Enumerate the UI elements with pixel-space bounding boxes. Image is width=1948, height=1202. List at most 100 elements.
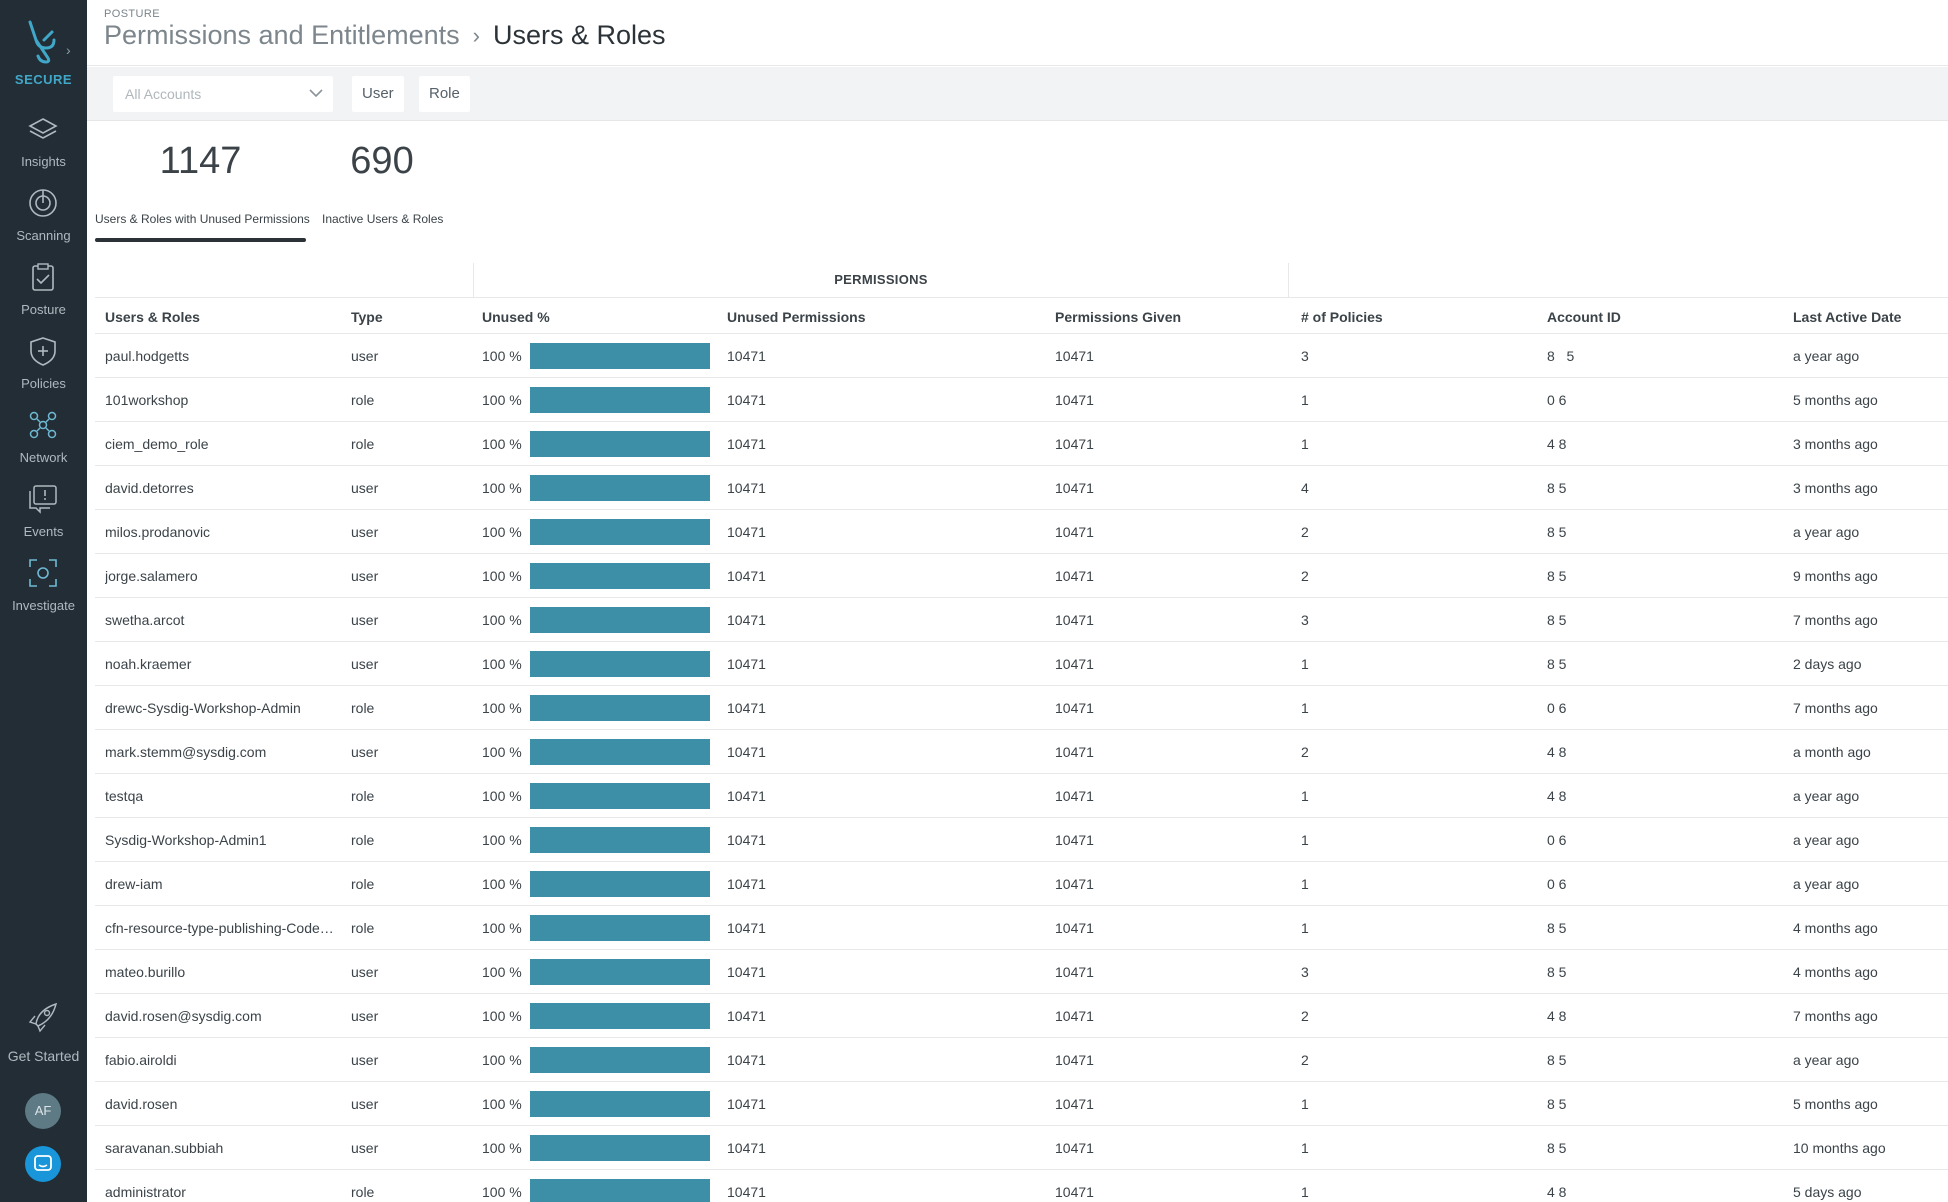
last-active-cell: 3 months ago [1793, 436, 1878, 452]
unused-permissions-cell: 10471 [727, 392, 766, 408]
policies-count-cell: 3 [1301, 612, 1309, 628]
nav-scanning[interactable]: Scanning [0, 188, 87, 258]
table-row[interactable]: saravanan.subbiah user 100 % 10471 10471 1 8 5… [95, 1126, 1948, 1170]
nav-investigate[interactable]: Investigate [0, 558, 87, 628]
unused-pct-bar-fill [530, 739, 710, 765]
table-row[interactable]: swetha.arcot user 100 % 10471 10471 3 8 5 7 mon… [95, 598, 1948, 642]
last-active-cell: 5 months ago [1793, 1096, 1878, 1112]
table-row[interactable]: ciem_demo_role role 100 % 10471 10471 1 4 8 3 m… [95, 422, 1948, 466]
account-id-cell: 0 6 [1547, 832, 1567, 848]
column-header-users-roles[interactable]: Users & Roles [105, 309, 200, 325]
unused-pct-bar [530, 1047, 710, 1073]
column-header-last-active[interactable]: Last Active Date [1793, 309, 1902, 325]
permissions-given-cell: 10471 [1055, 1052, 1094, 1068]
table-row[interactable]: jorge.salamero user 100 % 10471 10471 2 8 5 9 m… [95, 554, 1948, 598]
alert-message-icon [29, 485, 57, 514]
nav-events[interactable]: Events [0, 484, 87, 554]
unused-pct-cell: 100 % [482, 436, 522, 452]
nav-posture[interactable]: Posture [0, 262, 87, 332]
account-id-cell: 0 6 [1547, 392, 1567, 408]
account-id-cell: 0 6 [1547, 876, 1567, 892]
unused-permissions-cell: 10471 [727, 700, 766, 716]
stat-tab-unused-permissions[interactable]: 1147 Users & Roles with Unused Permissio… [95, 140, 310, 242]
type-cell: user [351, 744, 379, 760]
last-active-cell: a year ago [1793, 876, 1860, 892]
table-row[interactable]: mark.stemm@sysdig.com user 100 % 10471 10471… [95, 730, 1948, 774]
unused-pct-cell: 100 % [482, 964, 522, 980]
policies-count-cell: 1 [1301, 1140, 1309, 1156]
account-id-cell: 4 8 [1547, 744, 1567, 760]
role-filter-chip[interactable]: Role [419, 76, 470, 112]
table-row[interactable]: david.rosen user 100 % 10471 10471 1 8 5 5 mont… [95, 1082, 1948, 1126]
table-row[interactable]: cfn-resource-type-publishing-Code… role 10… [95, 906, 1948, 950]
table-body: paul.hodgetts user 100 % 10471 10471 3 8‌ ‌‌ ‌… [95, 334, 1948, 1202]
policies-count-cell: 1 [1301, 436, 1309, 452]
nav-insights[interactable]: Insights [0, 114, 87, 184]
policies-count-cell: 2 [1301, 1052, 1309, 1068]
nav-network[interactable]: Network [0, 410, 87, 480]
table-row[interactable]: drewc-Sysdig-Workshop-Admin role 100 % 1047… [95, 686, 1948, 730]
policies-count-cell: 1 [1301, 392, 1309, 408]
table-row[interactable]: mateo.burillo user 100 % 10471 10471 3 8 5 4 mo… [95, 950, 1948, 994]
nav-policies[interactable]: Policies [0, 336, 87, 406]
table-row[interactable]: david.detorres user 100 % 10471 10471 4 8 5 3 m… [95, 466, 1948, 510]
column-header-account-id[interactable]: Account ID [1547, 309, 1621, 325]
table-row[interactable]: fabio.airoldi user 100 % 10471 10471 2 8 5 a ye… [95, 1038, 1948, 1082]
user-avatar[interactable]: AF [25, 1093, 61, 1129]
table-row[interactable]: testqa role 100 % 10471 10471 1 4 8 a year ago [95, 774, 1948, 818]
table-row[interactable]: paul.hodgetts user 100 % 10471 10471 3 8‌ ‌‌ ‌… [95, 334, 1948, 378]
permissions-given-cell: 10471 [1055, 788, 1094, 804]
type-cell: user [351, 612, 379, 628]
stat-tab-inactive[interactable]: 690 Inactive Users & Roles [322, 140, 443, 242]
type-cell: role [351, 1184, 375, 1200]
column-header-policies[interactable]: # of Policies [1301, 309, 1383, 325]
table-row[interactable]: noah.kraemer user 100 % 10471 10471 1 8 5 2 day… [95, 642, 1948, 686]
type-cell: role [351, 920, 375, 936]
table-row[interactable]: 101workshop role 100 % 10471 10471 1 0 6 5 mont… [95, 378, 1948, 422]
permissions-given-cell: 10471 [1055, 744, 1094, 760]
user-role-name: mateo.burillo [105, 964, 186, 980]
type-cell: role [351, 876, 375, 892]
table-row[interactable]: drew-iam role 100 % 10471 10471 1 0 6 a year ag… [95, 862, 1948, 906]
unused-pct-cell: 100 % [482, 1184, 522, 1200]
permissions-given-cell: 10471 [1055, 876, 1094, 892]
account-id-cell: 0 6 [1547, 700, 1567, 716]
chat-button[interactable] [25, 1146, 61, 1182]
unused-pct-cell: 100 % [482, 788, 522, 804]
column-header-unused-pct[interactable]: Unused % [482, 309, 550, 325]
user-role-name: noah.kraemer [105, 656, 192, 672]
table-row[interactable]: milos.prodanovic user 100 % 10471 10471 2 8 5 a… [95, 510, 1948, 554]
chevron-right-icon: › [66, 42, 71, 58]
unused-pct-cell: 100 % [482, 656, 522, 672]
account-id-cell: 8 5 [1547, 568, 1567, 584]
user-role-name: milos.prodanovic [105, 524, 211, 540]
permissions-given-cell: 10471 [1055, 480, 1094, 496]
account-select[interactable]: All Accounts [113, 76, 333, 112]
column-header-permissions-given[interactable]: Permissions Given [1055, 309, 1182, 325]
permissions-given-cell: 10471 [1055, 656, 1094, 672]
brand-label: SECURE [14, 72, 73, 87]
permissions-given-cell: 10471 [1055, 1008, 1094, 1024]
account-id-cell: 8 5 [1547, 524, 1567, 540]
unused-permissions-cell: 10471 [727, 788, 766, 804]
table-row[interactable]: administrator role 100 % 10471 10471 1 4 8 5 da… [95, 1170, 1948, 1202]
breadcrumb-parent-link[interactable]: Permissions and Entitlements [104, 20, 460, 50]
user-filter-chip[interactable]: User [352, 76, 404, 112]
stat-value: 1147 [159, 140, 242, 182]
last-active-cell: 5 days ago [1793, 1184, 1862, 1200]
column-header-unused-permissions[interactable]: Unused Permissions [727, 309, 866, 325]
policies-count-cell: 2 [1301, 524, 1309, 540]
permissions-given-cell: 10471 [1055, 524, 1094, 540]
nav-label: Network [19, 450, 68, 465]
nav-get-started[interactable]: Get Started [0, 1000, 87, 1070]
last-active-cell: 3 months ago [1793, 480, 1878, 496]
policies-count-cell: 1 [1301, 656, 1309, 672]
shield-plus-icon [30, 337, 56, 366]
column-header-type[interactable]: Type [351, 309, 383, 325]
unused-pct-cell: 100 % [482, 524, 522, 540]
table-row[interactable]: david.rosen@sysdig.com user 100 % 10471 1047… [95, 994, 1948, 1038]
table-row[interactable]: Sysdig-Workshop-Admin1 role 100 % 10471 1047… [95, 818, 1948, 862]
type-cell: role [351, 436, 375, 452]
permissions-given-cell: 10471 [1055, 1184, 1094, 1200]
brand-switcher[interactable]: › SECURE [0, 12, 87, 90]
